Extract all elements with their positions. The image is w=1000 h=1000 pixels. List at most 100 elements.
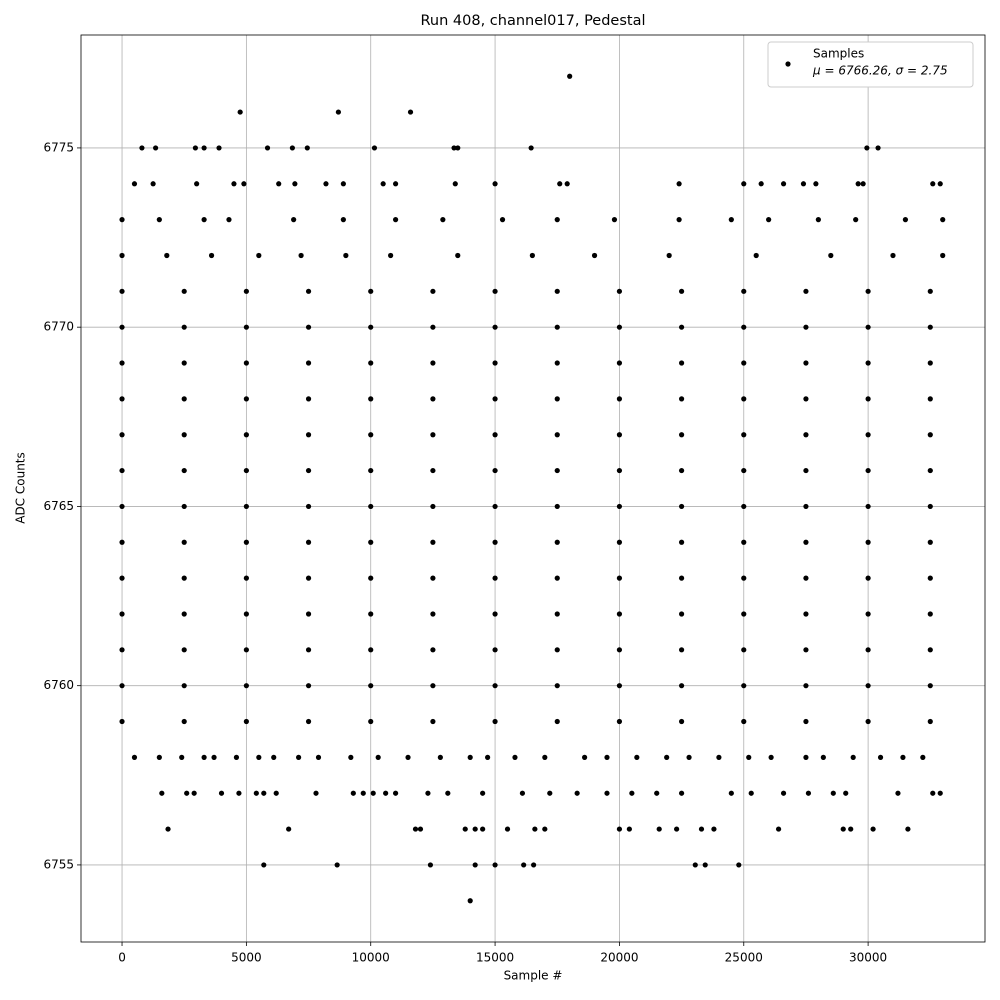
point: [181, 647, 187, 653]
point: [348, 754, 354, 760]
point: [440, 217, 446, 223]
point: [865, 611, 871, 617]
point: [748, 790, 754, 796]
point: [775, 826, 782, 832]
point: [159, 790, 165, 796]
point: [119, 467, 125, 474]
point: [698, 826, 705, 832]
point: [611, 217, 618, 223]
point: [528, 145, 534, 151]
point: [261, 862, 267, 868]
point: [519, 790, 526, 796]
point: [368, 575, 374, 581]
point: [430, 432, 436, 438]
point: [360, 790, 366, 796]
point: [181, 360, 187, 366]
point: [927, 396, 933, 402]
point: [616, 647, 623, 653]
point: [678, 539, 685, 545]
point: [370, 790, 376, 796]
point: [554, 611, 560, 617]
point: [554, 217, 560, 223]
point: [368, 324, 374, 330]
point: [927, 503, 933, 510]
point: [392, 217, 399, 223]
point: [554, 432, 560, 438]
point: [741, 718, 747, 725]
point: [865, 360, 871, 366]
point: [417, 826, 424, 832]
point: [780, 790, 787, 796]
point: [492, 324, 498, 330]
point: [741, 324, 747, 330]
point: [865, 718, 871, 725]
point: [243, 467, 249, 474]
plot-frame: [80, 34, 986, 943]
point: [940, 252, 946, 259]
point: [492, 360, 498, 366]
point: [803, 432, 809, 438]
point: [554, 396, 560, 402]
point: [243, 647, 249, 653]
point: [766, 217, 772, 223]
point: [554, 647, 560, 653]
point: [504, 826, 511, 832]
point: [741, 647, 747, 653]
point: [927, 718, 933, 725]
point: [368, 467, 374, 474]
legend-box: [767, 41, 974, 88]
point: [298, 252, 304, 259]
point: [616, 683, 623, 689]
point: [492, 718, 498, 725]
point: [119, 252, 125, 259]
point: [678, 575, 685, 581]
point: [350, 790, 356, 796]
point: [305, 432, 312, 438]
point: [243, 575, 249, 581]
point: [554, 324, 560, 330]
point: [243, 503, 249, 510]
point: [392, 181, 399, 187]
point: [368, 647, 374, 653]
point: [243, 539, 249, 545]
point: [905, 826, 911, 832]
point: [626, 826, 632, 832]
point: [678, 288, 685, 294]
point: [542, 754, 548, 760]
x-tick-label: 15000: [476, 951, 514, 965]
point: [492, 539, 498, 545]
y-tick-label: 6755: [43, 857, 74, 871]
legend-annotation: μ = 6766.26, σ = 2.75: [812, 64, 948, 78]
point: [557, 181, 563, 187]
point: [895, 790, 901, 796]
point: [181, 288, 187, 294]
point: [430, 324, 436, 330]
point: [492, 647, 498, 653]
point: [412, 826, 419, 832]
point: [902, 217, 909, 223]
point: [758, 181, 764, 187]
point: [616, 575, 623, 581]
point: [853, 217, 859, 223]
point: [119, 217, 125, 223]
point: [243, 611, 249, 617]
point: [164, 252, 170, 259]
point: [616, 467, 623, 474]
point: [380, 181, 386, 187]
point: [616, 324, 623, 330]
point: [208, 252, 215, 259]
point: [156, 217, 162, 223]
point: [492, 575, 498, 581]
point: [181, 539, 187, 545]
point: [554, 683, 560, 689]
point: [604, 754, 610, 760]
point: [616, 288, 623, 294]
point: [305, 683, 312, 689]
x-tick-label: 5000: [231, 951, 262, 965]
point: [455, 145, 461, 151]
point: [455, 252, 461, 259]
point: [554, 718, 560, 725]
point: [927, 432, 933, 438]
point: [451, 145, 457, 151]
point: [305, 324, 312, 330]
